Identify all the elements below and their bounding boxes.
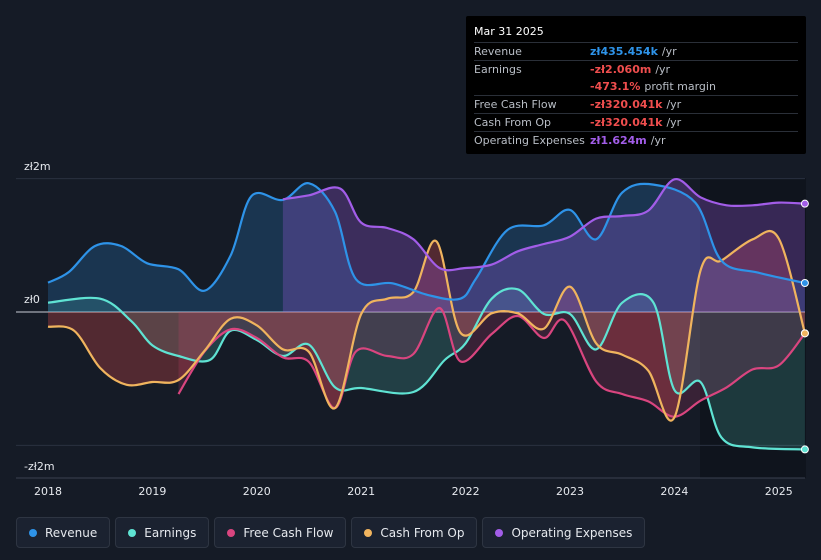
legend-dot-icon bbox=[227, 528, 236, 537]
tooltip-value: zł1.624m bbox=[590, 134, 647, 147]
tooltip-row-cash-from-op: Cash From Op -zł320.041k /yr bbox=[474, 113, 798, 131]
area-opex bbox=[282, 179, 805, 312]
tooltip-unit: /yr bbox=[650, 134, 666, 147]
tooltip-value: -zł320.041k bbox=[590, 116, 663, 129]
x-tick-label: 2018 bbox=[34, 485, 62, 498]
tooltip-row-profit-margin: -473.1% profit margin bbox=[474, 78, 798, 95]
end-dot-cfo bbox=[800, 329, 809, 338]
x-tick-label: 2019 bbox=[138, 485, 166, 498]
x-tick-label: 2020 bbox=[243, 485, 271, 498]
tooltip-label: Operating Expenses bbox=[474, 134, 585, 147]
tooltip-label bbox=[474, 78, 590, 95]
line-fcf bbox=[177, 306, 806, 418]
series-end-dots bbox=[800, 199, 809, 454]
x-tick-label: 2022 bbox=[452, 485, 480, 498]
legend-label: Cash From Op bbox=[380, 525, 465, 540]
legend-label: Free Cash Flow bbox=[243, 525, 334, 540]
tooltip-panel: Mar 31 2025 Revenue zł435.454k /yr Earni… bbox=[466, 16, 806, 154]
legend-label: Revenue bbox=[45, 525, 98, 540]
tooltip-value: zł435.454k bbox=[590, 45, 658, 58]
legend-item-cash-from-op[interactable]: Cash From Op bbox=[351, 517, 478, 548]
area-revenue bbox=[48, 183, 805, 312]
tooltip-row-earnings: Earnings -zł2.060m /yr bbox=[474, 60, 798, 78]
end-dot-earnings bbox=[800, 445, 809, 454]
legend-label: Earnings bbox=[144, 525, 197, 540]
tooltip-unit: /yr bbox=[661, 45, 677, 58]
x-tick-label: 2024 bbox=[660, 485, 688, 498]
legend-dot-icon bbox=[29, 528, 37, 537]
y-tick-bottom: -zł2m bbox=[24, 460, 55, 473]
legend-dot-icon bbox=[128, 528, 137, 537]
tooltip-label: Revenue bbox=[474, 45, 522, 58]
tooltip-value: -473.1% bbox=[590, 80, 641, 93]
tooltip-label: Free Cash Flow bbox=[474, 98, 557, 111]
area-cfo bbox=[48, 230, 805, 421]
line-opex bbox=[282, 178, 805, 272]
x-tick-label: 2021 bbox=[347, 485, 375, 498]
tooltip-label: Earnings bbox=[474, 63, 522, 76]
legend-dot-icon bbox=[364, 528, 373, 537]
tooltip-row-operating-expenses: Operating Expenses zł1.624m /yr bbox=[474, 131, 798, 149]
tooltip-unit: /yr bbox=[666, 98, 682, 111]
y-tick-zero: zł0 bbox=[24, 293, 40, 306]
legend: Revenue Earnings Free Cash Flow Cash Fro… bbox=[16, 517, 646, 548]
legend-item-operating-expenses[interactable]: Operating Expenses bbox=[482, 517, 646, 548]
area-fcf bbox=[178, 307, 805, 417]
legend-item-revenue[interactable]: Revenue bbox=[16, 517, 111, 548]
x-tick-label: 2025 bbox=[765, 485, 793, 498]
tooltip-unit: /yr bbox=[655, 63, 671, 76]
legend-item-free-cash-flow[interactable]: Free Cash Flow bbox=[214, 517, 347, 548]
series-lines bbox=[47, 178, 806, 451]
end-dot-opex bbox=[800, 199, 809, 208]
line-earnings bbox=[47, 287, 805, 451]
line-revenue bbox=[47, 182, 806, 301]
tooltip-row-revenue: Revenue zł435.454k /yr bbox=[474, 42, 798, 60]
legend-dot-icon bbox=[495, 528, 504, 537]
financial-chart: 2018 2019 2020 2021 2022 2023 2024 2025 bbox=[16, 178, 809, 498]
series-areas bbox=[48, 179, 805, 450]
x-tick-label: 2023 bbox=[556, 485, 584, 498]
tooltip-value: -zł2.060m bbox=[590, 63, 652, 76]
tooltip-unit: profit margin bbox=[644, 80, 716, 93]
x-axis: 2018 2019 2020 2021 2022 2023 2024 2025 bbox=[34, 485, 793, 498]
line-cfo bbox=[47, 229, 806, 422]
y-tick-top: zł2m bbox=[24, 160, 51, 173]
tooltip-unit: /yr bbox=[666, 116, 682, 129]
end-dot-revenue bbox=[800, 278, 809, 287]
tooltip-value: -zł320.041k bbox=[590, 98, 663, 111]
tooltip-label: Cash From Op bbox=[474, 116, 552, 129]
legend-label: Operating Expenses bbox=[511, 525, 633, 540]
legend-item-earnings[interactable]: Earnings bbox=[115, 517, 210, 548]
tooltip-date: Mar 31 2025 bbox=[474, 25, 544, 38]
tooltip-row-free-cash-flow: Free Cash Flow -zł320.041k /yr bbox=[474, 95, 798, 113]
